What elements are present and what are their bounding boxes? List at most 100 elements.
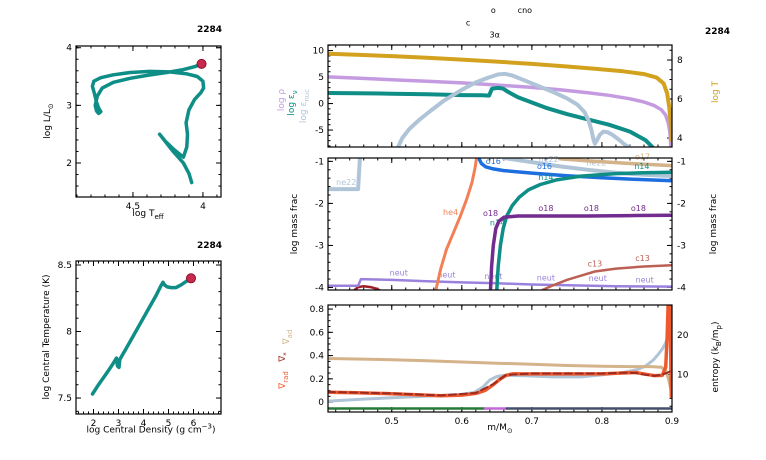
curve-label-ne22: ne22: [336, 178, 356, 187]
series-c13: [541, 263, 672, 290]
burn-label-cno: cno: [518, 6, 532, 15]
series-n14: [495, 170, 672, 290]
curve-label-neut: neut: [484, 272, 502, 281]
panel-trho: 2 3 4 5 6 7.5 8 8.5: [58, 260, 222, 429]
svg-text:20: 20: [677, 331, 689, 341]
profile-model-number: 2284: [704, 27, 730, 37]
series-hr-track: [90, 62, 206, 185]
svg-text:-2: -2: [315, 199, 324, 209]
panel-hr: 4.5 4 2 3 4: [66, 44, 222, 212]
svg-text:2: 2: [66, 159, 72, 169]
svg-text:-3: -3: [677, 241, 686, 251]
mass-frac-left-axis-label: log mass frac: [290, 193, 300, 255]
svg-text:0.5: 0.5: [385, 417, 399, 427]
svg-text:-4: -4: [315, 283, 324, 293]
svg-text:4: 4: [677, 134, 683, 144]
burn-label-c: c: [466, 19, 470, 28]
series-entropy: [328, 327, 672, 403]
svg-text:0.8: 0.8: [595, 417, 610, 427]
curve-label-o16: o16: [486, 157, 501, 166]
svg-text:10: 10: [677, 370, 689, 380]
series-neut: [328, 277, 672, 288]
svg-text:6: 6: [677, 95, 683, 105]
svg-text:10: 10: [313, 47, 325, 57]
svg-text:0.8: 0.8: [310, 305, 325, 315]
svg-text:-1: -1: [677, 157, 686, 167]
svg-text:-4: -4: [677, 283, 686, 293]
series-log-eps-nuc: [396, 71, 631, 147]
series-ne22-core: [328, 158, 362, 192]
svg-text:6: 6: [191, 419, 197, 429]
current-model-marker: [186, 273, 196, 284]
svg-text:4: 4: [200, 202, 206, 212]
grad-actual-axis-label: ∇*: [278, 352, 290, 362]
svg-text:7.5: 7.5: [58, 394, 72, 404]
curve-label-he4: he4: [443, 208, 458, 217]
svg-text:0.6: 0.6: [310, 328, 325, 338]
svg-text:5: 5: [318, 73, 324, 83]
svg-text:8: 8: [677, 56, 683, 66]
curve-label-neut: neut: [636, 275, 654, 284]
series-o17: [558, 158, 672, 168]
grad-rad-axis-label: ∇rad: [278, 371, 290, 389]
curve-label-o17: o17: [635, 153, 650, 162]
svg-text:3: 3: [116, 419, 122, 429]
svg-text:5: 5: [166, 419, 172, 429]
series-log-T: [328, 51, 672, 142]
svg-text:4: 4: [141, 419, 147, 429]
svg-text:0: 0: [318, 398, 324, 408]
log-eps-nuc-axis-label: log εnuc: [299, 88, 311, 124]
trho-model-number: 2284: [196, 241, 222, 251]
grad-ad-axis-label: ∇ad: [282, 329, 294, 345]
burn-label-3α: 3α: [490, 31, 500, 40]
curve-label-o18: o18: [483, 209, 498, 218]
log-rho-axis-label: log ρ: [277, 88, 287, 112]
curve-label-o16: o16: [537, 162, 552, 171]
series-grad-rad: [328, 305, 672, 399]
series-o16: [476, 158, 672, 183]
curve-label-o18: o18: [631, 204, 646, 213]
svg-text:-2: -2: [677, 199, 686, 209]
svg-text:-3: -3: [315, 241, 324, 251]
hr-model-number: 2284: [196, 25, 222, 35]
mass-coordinate-xlabel: m/M⊙: [487, 423, 513, 435]
curve-label-ne22: ne22: [539, 155, 559, 164]
series-o18: [488, 213, 672, 290]
curve-label-n14: n14: [634, 162, 649, 171]
series-log-eps-nu: [328, 85, 655, 147]
svg-text:0.2: 0.2: [310, 375, 324, 385]
svg-text:8.5: 8.5: [58, 261, 72, 271]
series-h-remnant: [353, 284, 381, 290]
series-tc-rhoc-track: [90, 276, 193, 396]
svg-text:0.6: 0.6: [455, 417, 470, 427]
hr-xlabel: log Teff: [132, 209, 164, 221]
svg-text:3: 3: [66, 101, 72, 111]
curve-label-neut: neut: [437, 270, 455, 279]
svg-text:-1: -1: [315, 157, 324, 167]
series-log-rho: [328, 75, 672, 147]
curve-label-o18: o18: [538, 204, 553, 213]
curve-label-o18: o18: [584, 204, 599, 213]
mass-frac-right-axis-label: log mass frac: [709, 193, 719, 255]
trho-ylabel: log Central Temperature (K): [42, 274, 52, 400]
svg-text:-5: -5: [315, 126, 324, 136]
svg-text:0.9: 0.9: [665, 417, 680, 427]
svg-text:0.7: 0.7: [525, 417, 539, 427]
log-T-axis-label: log T: [711, 80, 721, 104]
series-grad-actual: [328, 369, 672, 397]
panel-pbot: 0.5 0.6 0.7 0.8 0.9 0 0.2 0.4 0.6 0.8 10 20: [310, 304, 689, 427]
panel-ptop: 10 5 0 -5 8 6 4 o cno c 3α: [313, 6, 683, 148]
curve-label-c13: c13: [635, 254, 650, 263]
curve-label-neut: neut: [390, 269, 408, 278]
curve-label-neut: neut: [537, 273, 555, 282]
curve-label-neut: neut: [589, 274, 607, 283]
svg-text:8: 8: [66, 328, 72, 338]
svg-text:0: 0: [318, 100, 324, 110]
curve-label-c13: c13: [588, 259, 603, 268]
svg-text:2: 2: [91, 419, 97, 429]
log-eps-nu-axis-label: log εν: [287, 90, 299, 116]
series-he4: [434, 158, 478, 290]
trho-xlabel: log Central Density (g cm−3): [86, 422, 216, 436]
